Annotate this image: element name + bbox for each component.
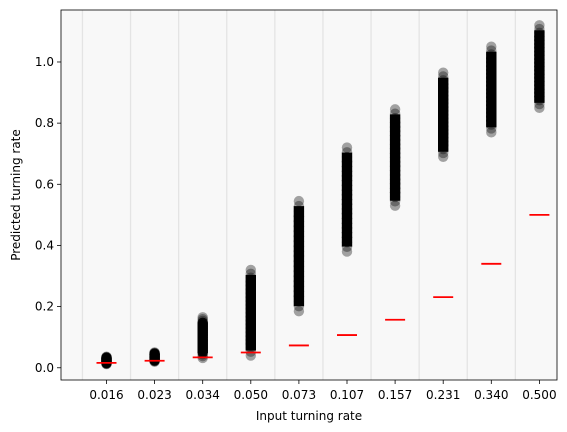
- x-axis-ticks: 0.016 0.023 0.034 0.050 0.073 0.107 0.157 0.231…: [89, 380, 556, 402]
- x-tick-label: 0.231: [426, 388, 460, 402]
- scatter-point: [390, 114, 400, 200]
- x-tick-label: 0.073: [282, 388, 316, 402]
- x-tick-label: 0.157: [378, 388, 412, 402]
- scatter-point: [246, 275, 256, 351]
- x-tick-label: 0.340: [474, 388, 508, 402]
- y-tick-label: 0.2: [35, 300, 54, 314]
- y-tick-label: 0.4: [35, 238, 54, 252]
- scatter-point: [438, 78, 448, 152]
- x-axis-label: Input turning rate: [256, 409, 362, 423]
- scatter-point: [438, 67, 448, 77]
- y-tick-label: 0.8: [35, 116, 54, 130]
- x-tick-label: 0.500: [522, 388, 556, 402]
- x-tick-label: 0.023: [137, 388, 171, 402]
- x-tick-label: 0.034: [186, 388, 220, 402]
- y-tick-label: 1.0: [35, 55, 54, 69]
- y-tick-label: 0.6: [35, 177, 54, 191]
- scatter-point: [342, 142, 352, 152]
- scatter-point: [101, 352, 111, 362]
- scatter-point: [246, 265, 256, 275]
- x-tick-label: 0.016: [89, 388, 123, 402]
- scatter-point: [198, 322, 208, 353]
- y-tick-label: 0.0: [35, 361, 54, 375]
- y-axis-ticks: 0.0 0.2 0.4 0.6 0.8 1.0: [35, 55, 61, 375]
- scatter-point: [294, 206, 304, 306]
- x-tick-label: 0.107: [330, 388, 364, 402]
- plot-background: [61, 10, 557, 380]
- scatter-point: [198, 312, 208, 322]
- x-tick-label: 0.050: [234, 388, 268, 402]
- scatter-point: [534, 30, 544, 103]
- scatter-point: [486, 52, 496, 128]
- scatter-point: [294, 196, 304, 206]
- scatter-point: [342, 153, 352, 247]
- scatter-point: [534, 20, 544, 30]
- y-axis-label: Predicted turning rate: [9, 129, 23, 261]
- scatter-point: [486, 41, 496, 51]
- scatter-point: [390, 104, 400, 114]
- scatter-point: [149, 347, 159, 357]
